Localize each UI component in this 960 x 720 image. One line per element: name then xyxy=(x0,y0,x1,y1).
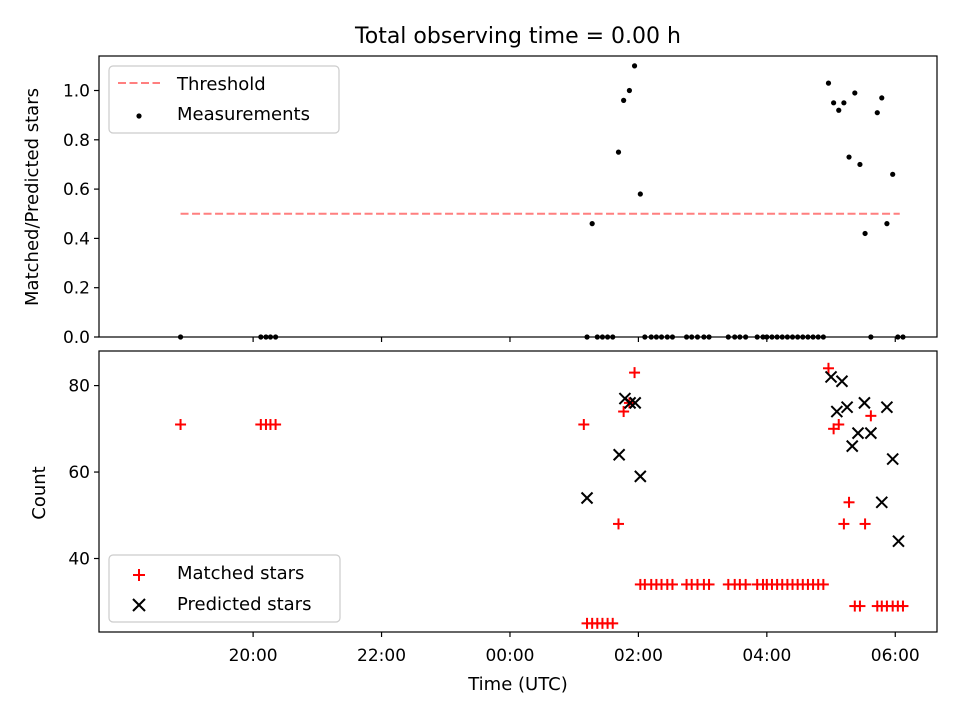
legend-predicted-label: Predicted stars xyxy=(177,594,311,615)
measurement-point xyxy=(831,100,837,106)
top-ytick-label: 0.2 xyxy=(63,279,90,299)
legend-measurements-label: Measurements xyxy=(177,104,310,125)
predicted-star-point xyxy=(824,370,838,384)
matched-star-point xyxy=(703,578,715,590)
measurement-point xyxy=(621,97,627,103)
predicted-star-point xyxy=(634,470,647,483)
bottom-xtick-label: 00:00 xyxy=(485,646,534,666)
top-ytick-label: 0.8 xyxy=(63,131,90,151)
predicted-star-point xyxy=(858,396,871,410)
matched-star-point xyxy=(838,518,850,530)
measurement-point xyxy=(852,90,858,96)
matched-star-point xyxy=(270,418,282,430)
top-panel-frame xyxy=(98,55,938,338)
top-ytick-label: 1.0 xyxy=(63,82,90,102)
matched-star-point xyxy=(843,496,855,508)
measurement-point xyxy=(874,110,880,116)
legend-matched-swatch xyxy=(133,569,145,581)
measurement-point xyxy=(637,191,643,197)
bottom-xtick-label: 04:00 xyxy=(742,646,791,666)
bottom-xtick-label: 20:00 xyxy=(229,646,278,666)
predicted-star-point xyxy=(892,535,905,548)
measurement-point xyxy=(626,87,633,94)
bottom-xtick-label: 06:00 xyxy=(871,646,920,666)
measurement-point xyxy=(862,230,868,237)
bottom-xtick-label: 22:00 xyxy=(357,646,406,666)
legend-predicted-swatch xyxy=(132,598,146,612)
top-panel: 0.0 0.2 0.4 0.6 0.8 1.0 Matched/Predicted sta… xyxy=(22,55,938,348)
x-axis-label: Time (UTC) xyxy=(467,674,568,695)
predicted-star-point xyxy=(851,426,865,440)
bottom-ytick-label: 40 xyxy=(68,550,90,570)
matched-star-point xyxy=(612,518,624,530)
predicted-star-point xyxy=(875,496,888,509)
predicted-star-point xyxy=(580,491,594,505)
measurement-point xyxy=(825,80,832,86)
bottom-xtick-label: 02:00 xyxy=(614,646,663,666)
matched-star-point xyxy=(817,578,829,590)
matched-star-point xyxy=(897,600,909,612)
matched-star-point xyxy=(833,418,845,430)
matched-star-point xyxy=(740,578,752,590)
bottom-ytick-label: 80 xyxy=(68,377,90,397)
predicted-star-point xyxy=(623,396,637,410)
matched-star-point xyxy=(578,418,590,430)
matched-star-point xyxy=(822,362,834,374)
bottom-ytick-label: 60 xyxy=(68,463,90,483)
predicted-star-point xyxy=(846,439,859,453)
top-legend: Threshold Measurements xyxy=(108,65,340,134)
measurement-point xyxy=(836,107,842,113)
matched-star-point xyxy=(854,600,866,612)
matched-star-point xyxy=(666,578,678,590)
predicted-star-point xyxy=(864,426,878,440)
predicted-star-point xyxy=(612,448,626,461)
matched-star-point xyxy=(618,406,630,418)
measurement-point xyxy=(857,161,863,168)
matched-star-point xyxy=(175,418,187,430)
top-ytick-label: 0.0 xyxy=(63,328,90,348)
measurement-point xyxy=(846,154,852,160)
top-ytick-label: 0.4 xyxy=(63,229,90,249)
top-ytick-label: 0.6 xyxy=(63,180,90,200)
bottom-legend: Matched stars Predicted stars xyxy=(108,554,341,623)
matched-star-point xyxy=(859,518,871,530)
predicted-star-point xyxy=(628,396,642,410)
top-y-axis-label: Matched/Predicted stars xyxy=(22,88,43,306)
legend-threshold-label: Threshold xyxy=(176,74,266,95)
predicted-star-point xyxy=(880,400,894,414)
measurement-point xyxy=(884,221,890,227)
measurement-point xyxy=(890,171,896,177)
chart-title: Total observing time = 0.00 h xyxy=(354,24,681,49)
legend-measurements-swatch xyxy=(136,113,142,119)
legend-matched-label: Matched stars xyxy=(177,563,304,584)
matched-star-point xyxy=(607,617,619,629)
predicted-star-point xyxy=(830,405,844,418)
matched-star-point xyxy=(865,410,877,422)
bottom-panel-frame xyxy=(98,350,938,633)
matched-star-point xyxy=(629,367,641,379)
measurement-point xyxy=(631,63,638,69)
predicted-star-point xyxy=(835,375,849,388)
bottom-y-axis-label: Count xyxy=(29,466,50,519)
measurement-point xyxy=(879,95,885,101)
measurement-point xyxy=(841,100,847,106)
predicted-star-point xyxy=(840,400,854,414)
measurement-point xyxy=(589,221,595,227)
top-legend-box xyxy=(108,65,340,134)
bottom-legend-box xyxy=(108,554,341,623)
predicted-star-point xyxy=(886,452,899,466)
measurement-point xyxy=(615,149,622,155)
bottom-panel: 40 60 80 20:00 22:00 00:00 02:00 04:00 06:00 Co… xyxy=(29,350,938,695)
